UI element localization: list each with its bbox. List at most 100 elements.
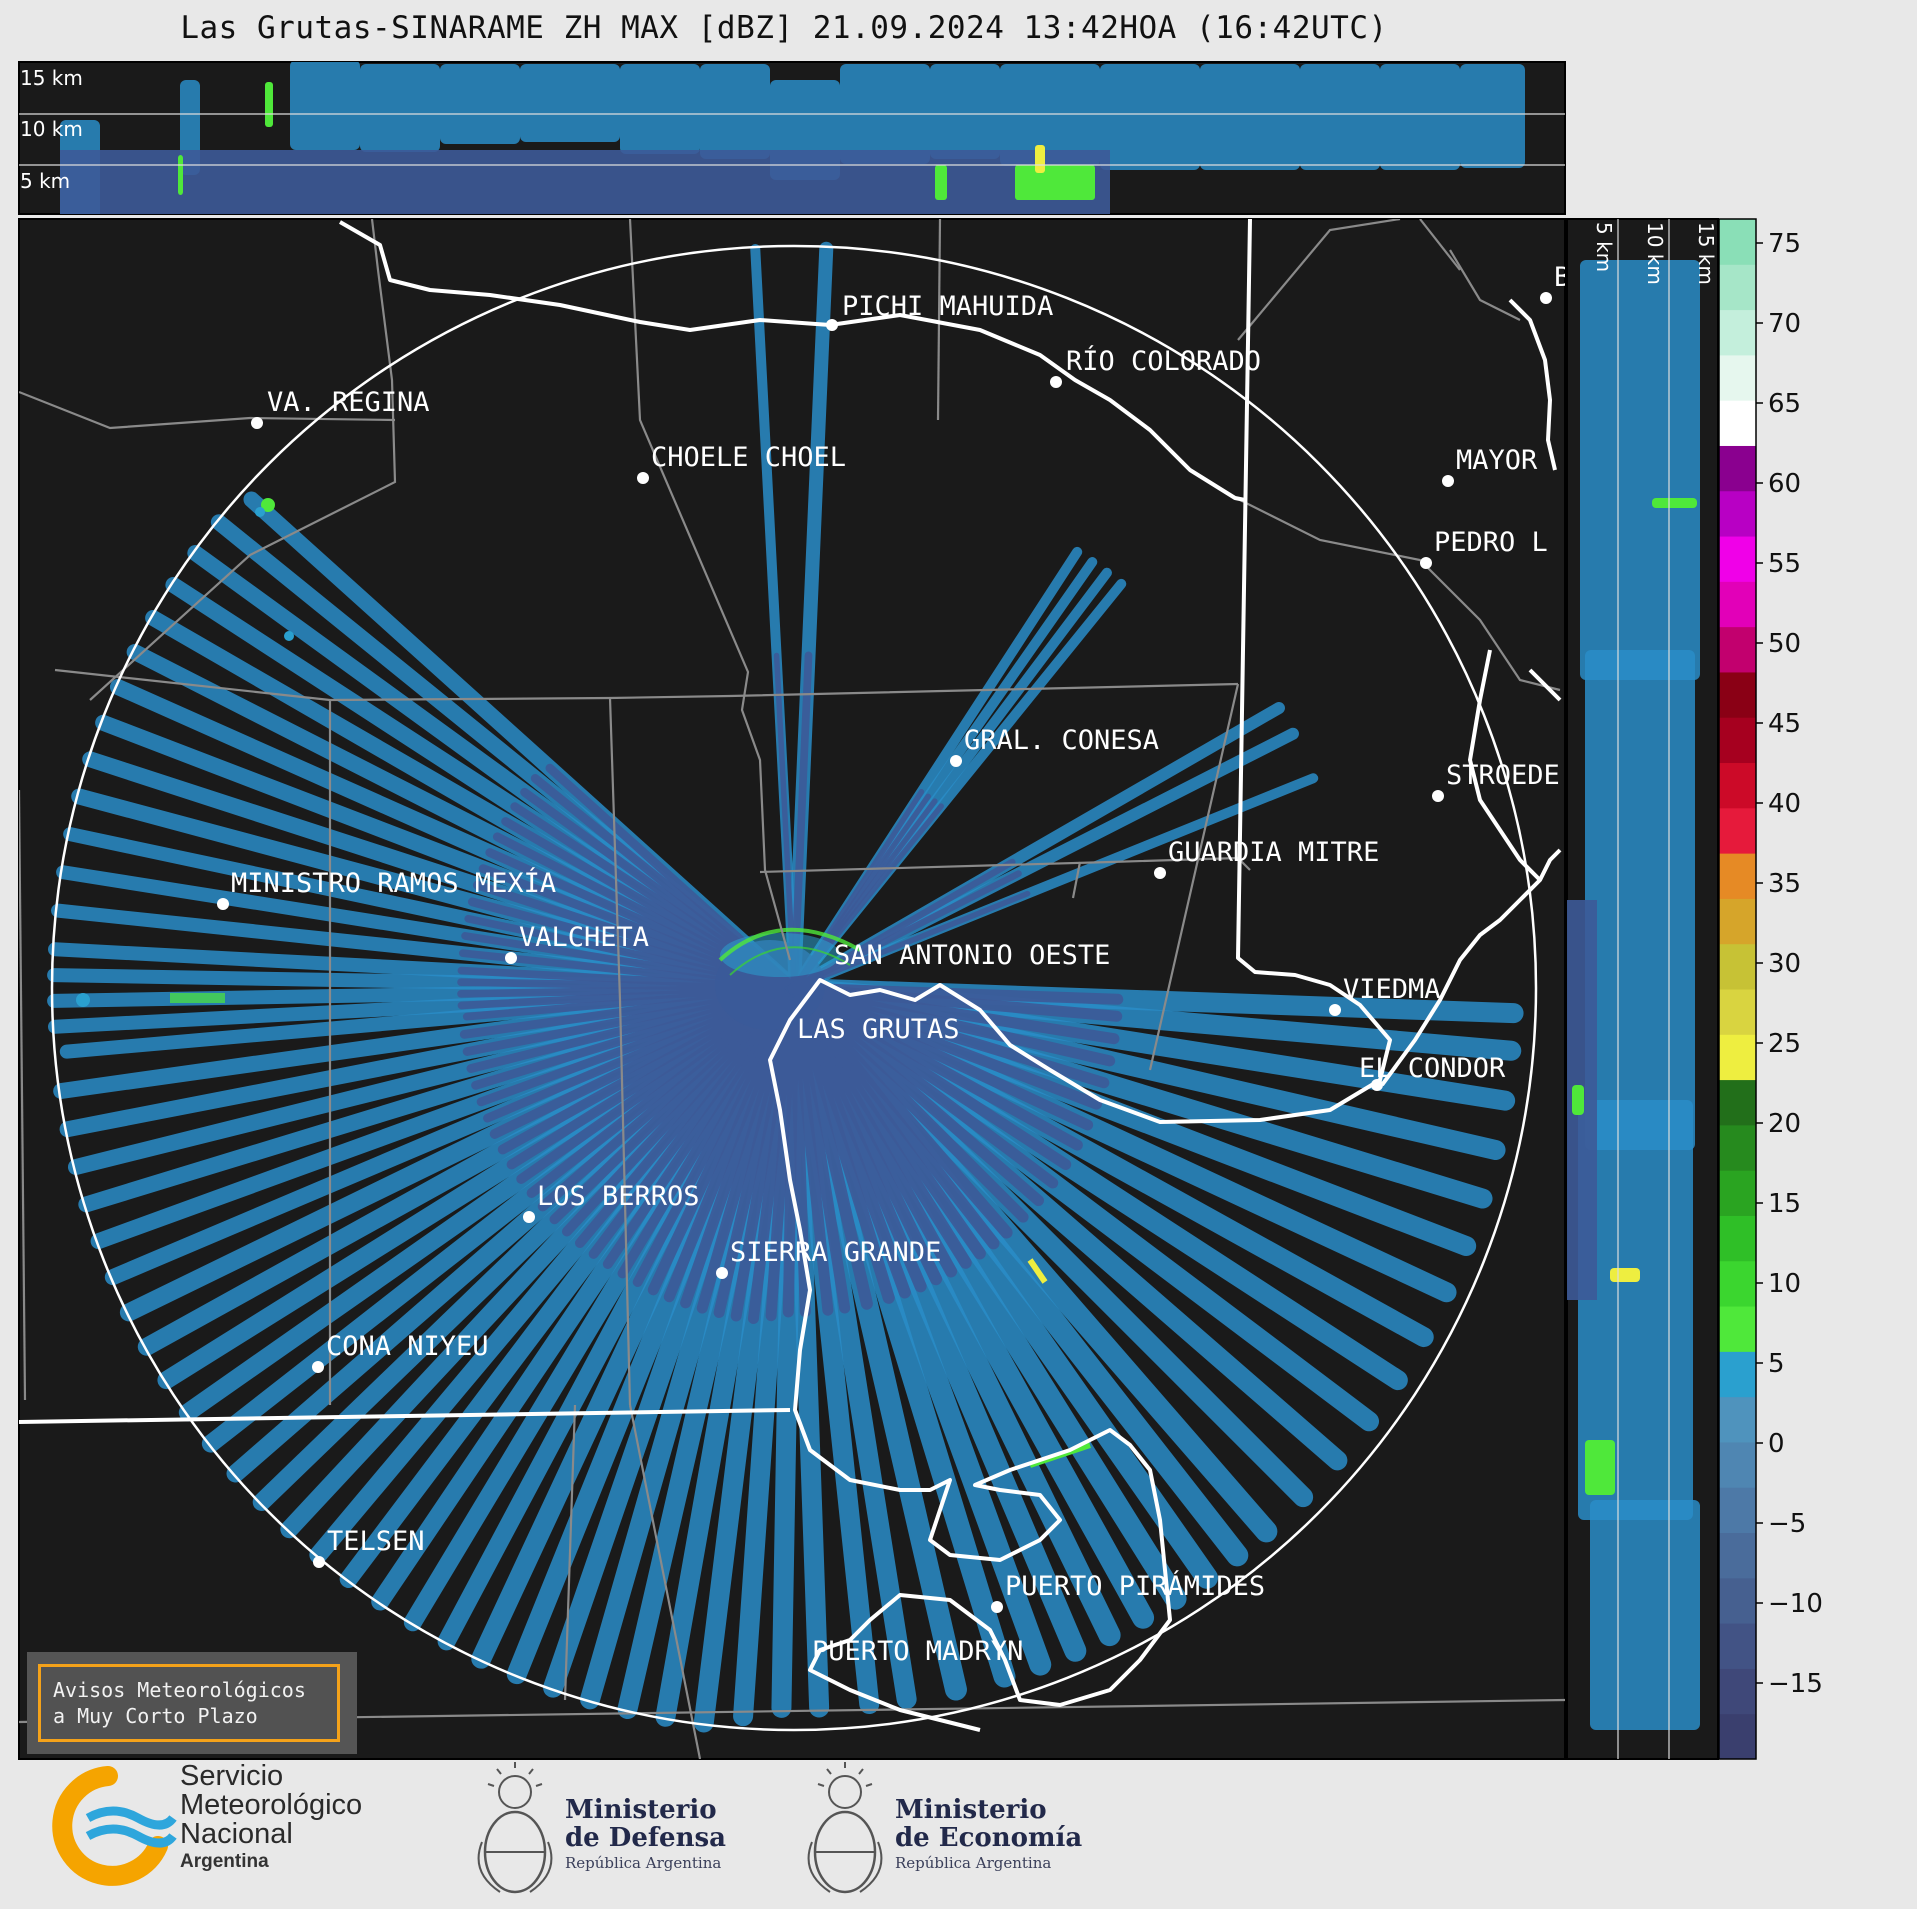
colorbar-segment bbox=[1719, 1668, 1756, 1715]
range-ring bbox=[50, 244, 1538, 1732]
map-title: Las Grutas-SINARAME ZH MAX [dBZ] 21.09.2… bbox=[180, 10, 1388, 46]
colorbar-segment bbox=[1719, 1170, 1756, 1216]
city-dot bbox=[312, 1361, 324, 1373]
city-marker: PUERTO MADRYN bbox=[812, 1636, 1023, 1667]
aviso-badge: Avisos Meteorológicos a Muy Corto Plazo bbox=[38, 1664, 340, 1742]
top-profile-echoes bbox=[60, 62, 1525, 214]
city-label: LOS BERROS bbox=[537, 1181, 700, 1212]
city-label: GUARDIA MITRE bbox=[1168, 837, 1379, 868]
top-echo-block bbox=[1200, 64, 1300, 170]
city-label: SIERRA GRANDE bbox=[730, 1237, 941, 1268]
colorbar-tick-label: 10 bbox=[1768, 1269, 1801, 1299]
top-echo-block bbox=[1100, 64, 1200, 170]
colorbar-segment bbox=[1719, 309, 1756, 356]
top-echo-core bbox=[1035, 145, 1045, 173]
city-dot bbox=[1432, 790, 1444, 802]
colorbar-segment bbox=[1719, 807, 1756, 854]
top-echo-core bbox=[178, 155, 183, 195]
colorbar-tick-label: 55 bbox=[1768, 549, 1801, 579]
city-dot bbox=[251, 417, 263, 429]
colorbar-segment bbox=[1719, 1577, 1756, 1624]
colorbar-segment bbox=[1719, 1124, 1756, 1171]
city-label: MAYOR bbox=[1456, 445, 1538, 476]
city-marker: B bbox=[1540, 262, 1565, 304]
echo-ray-inner bbox=[790, 870, 1022, 992]
colorbar-tick-label: 75 bbox=[1768, 229, 1801, 259]
economia-logo: Ministerio de Economía República Argenti… bbox=[800, 1762, 1100, 1902]
colorbar-segment bbox=[1719, 264, 1756, 311]
city-marker: LAS GRUTAS bbox=[797, 1014, 960, 1045]
colorbar-segment bbox=[1719, 445, 1756, 492]
colorbar-tick-label: 25 bbox=[1768, 1029, 1801, 1059]
city-marker: CONA NIYEU bbox=[312, 1331, 489, 1373]
colorbar-segment bbox=[1719, 717, 1756, 764]
city-marker: CHOELE CHOEL bbox=[637, 442, 846, 484]
side-echo-core bbox=[1585, 1440, 1615, 1495]
colorbar-segment bbox=[1719, 1260, 1756, 1307]
colorbar-segment bbox=[1719, 898, 1756, 945]
city-marker: TELSEN bbox=[313, 1526, 425, 1568]
colorbar-segment bbox=[1719, 989, 1756, 1035]
city-label: PUERTO MADRYN bbox=[812, 1636, 1023, 1667]
smn-line2: Meteorológico bbox=[180, 1789, 363, 1821]
side-echo-block bbox=[1585, 650, 1695, 1150]
colorbar-segment bbox=[1719, 219, 1756, 265]
top-echo-block bbox=[440, 64, 520, 144]
city-label: MINISTRO RAMOS MEXÍA bbox=[231, 867, 556, 899]
city-dot bbox=[1050, 376, 1062, 388]
side-label-10km: 10 km bbox=[1643, 222, 1667, 285]
top-label-5km: 5 km bbox=[20, 169, 70, 193]
city-marker: VIEDMA bbox=[1329, 974, 1441, 1016]
colorbar-tick-label: 40 bbox=[1768, 789, 1801, 819]
top-echo-core bbox=[935, 165, 947, 200]
top-label-10km: 10 km bbox=[20, 117, 83, 141]
colorbar-tick-label: 30 bbox=[1768, 949, 1801, 979]
top-echo-block bbox=[1000, 64, 1100, 166]
city-dot bbox=[217, 898, 229, 910]
side-echo-core bbox=[1572, 1085, 1584, 1115]
top-echo-block bbox=[700, 64, 770, 159]
city-label: STROEDE bbox=[1446, 760, 1560, 791]
smn-line1: Servicio bbox=[180, 1760, 284, 1792]
defensa-logo: Ministerio de Defensa República Argentin… bbox=[470, 1762, 760, 1902]
city-marker: MINISTRO RAMOS MEXÍA bbox=[217, 867, 556, 910]
colorbar-tick-label: −5 bbox=[1768, 1509, 1806, 1539]
smn-logo: Servicio Meteorológico Nacional Argentin… bbox=[48, 1762, 428, 1902]
colorbar-segment bbox=[1719, 1532, 1756, 1579]
top-echo-core bbox=[265, 82, 273, 127]
colorbar-tick-label: 45 bbox=[1768, 709, 1801, 739]
colorbar-tick-label: 70 bbox=[1768, 309, 1801, 339]
colorbar-segment bbox=[1719, 581, 1756, 628]
defensa-line3: República Argentina bbox=[565, 1854, 722, 1872]
city-label: CHOELE CHOEL bbox=[651, 442, 846, 473]
top-echo-base bbox=[60, 150, 1110, 214]
province-boundaries bbox=[19, 219, 1565, 1759]
side-echo-core bbox=[1652, 498, 1697, 508]
echo-ray-inner bbox=[773, 652, 797, 991]
city-marker: PUERTO PIRÁMIDES bbox=[991, 1570, 1265, 1613]
city-label: SAN ANTONIO OESTE bbox=[834, 940, 1110, 971]
side-label-15km: 15 km bbox=[1694, 222, 1718, 285]
colorbar-segment bbox=[1719, 354, 1756, 401]
colorbar-segment bbox=[1719, 536, 1756, 582]
top-height-profile: 15 km 10 km 5 km bbox=[18, 61, 1566, 215]
side-echo-block bbox=[1590, 1500, 1700, 1730]
city-marker: VA. REGINA bbox=[251, 387, 430, 429]
city-label: CONA NIYEU bbox=[326, 1331, 489, 1362]
city-marker: GUARDIA MITRE bbox=[1154, 837, 1379, 879]
city-marker: PICHI MAHUIDA bbox=[826, 291, 1053, 331]
city-dot bbox=[826, 319, 838, 331]
city-label: LAS GRUTAS bbox=[797, 1014, 960, 1045]
city-label: RÍO COLORADO bbox=[1066, 345, 1261, 377]
city-dot bbox=[313, 1556, 325, 1568]
smn-emblem-icon bbox=[52, 1766, 177, 1886]
economia-line2: de Economía bbox=[895, 1823, 1083, 1853]
colorbar-segment bbox=[1719, 400, 1756, 446]
city-dot bbox=[1420, 557, 1432, 569]
colorbar-tick-label: 60 bbox=[1768, 469, 1801, 499]
colorbar-segment bbox=[1719, 490, 1756, 537]
colorbar-tick-label: 50 bbox=[1768, 629, 1801, 659]
city-dot bbox=[1540, 292, 1552, 304]
smn-line4: Argentina bbox=[180, 1851, 269, 1872]
